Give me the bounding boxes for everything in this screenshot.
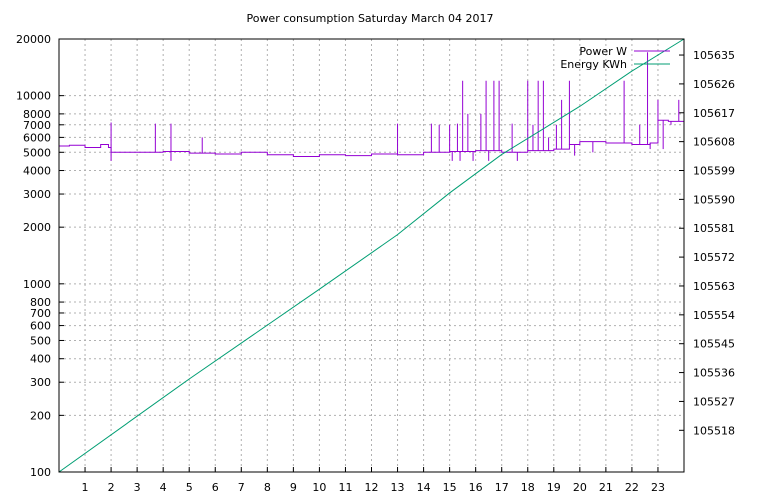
x-tick-label: 2 [108, 481, 115, 494]
x-axis-ticks: 1 2 3 4 5 6 7 8 9 10 11 12 13 14 15 16 17 18 19 20 21 22 23 [82, 467, 665, 494]
x-tick-label: 12 [365, 481, 379, 494]
x-tick-label: 5 [186, 481, 193, 494]
y2-tick-label: 105563 [693, 280, 735, 293]
grid-lines [59, 38, 684, 473]
legend: Power W Energy KWh [560, 45, 670, 71]
x-tick-label: 11 [338, 481, 352, 494]
y2-tick-label: 105635 [693, 49, 735, 62]
x-tick-label: 10 [312, 481, 326, 494]
y2-tick-label: 105545 [693, 338, 735, 351]
y-tick-label: 400 [30, 353, 51, 366]
y2-tick-label: 105536 [693, 367, 735, 380]
y-tick-label: 6000 [23, 131, 51, 144]
y-tick-label: 700 [30, 307, 51, 320]
legend-label-energy: Energy KWh [560, 58, 627, 71]
y-tick-label: 20000 [16, 33, 51, 46]
x-tick-label: 20 [573, 481, 587, 494]
y-tick-label: 500 [30, 334, 51, 347]
x-tick-label: 4 [160, 481, 167, 494]
y-tick-label: 100 [30, 466, 51, 479]
x-tick-label: 14 [417, 481, 431, 494]
plot-frame [58, 38, 685, 473]
x-tick-label: 23 [651, 481, 665, 494]
y2-tick-label: 105527 [693, 395, 735, 408]
y2-tick-label: 105599 [693, 165, 735, 178]
y2-tick-label: 105617 [693, 107, 735, 120]
y-tick-label: 4000 [23, 165, 51, 178]
y2-axis-ticks: 105518 105527 105536 105545 105554 105563 1055… [679, 49, 735, 437]
series-lines [58, 38, 685, 473]
y-tick-label: 600 [30, 320, 51, 333]
y2-tick-label: 105554 [693, 309, 735, 322]
x-tick-label: 18 [521, 481, 535, 494]
x-tick-label: 15 [443, 481, 457, 494]
x-tick-label: 16 [469, 481, 483, 494]
y-tick-label: 1000 [23, 278, 51, 291]
x-tick-label: 17 [495, 481, 509, 494]
x-tick-label: 22 [625, 481, 639, 494]
x-tick-label: 7 [238, 481, 245, 494]
y-tick-label: 200 [30, 409, 51, 422]
y-tick-label: 3000 [23, 188, 51, 201]
x-tick-label: 13 [391, 481, 405, 494]
y2-tick-label: 105518 [693, 424, 735, 437]
x-tick-label: 19 [547, 481, 561, 494]
x-tick-label: 21 [599, 481, 613, 494]
y2-tick-label: 105572 [693, 251, 735, 264]
y-tick-label: 300 [30, 376, 51, 389]
y-tick-label: 7000 [23, 119, 51, 132]
y-tick-label: 10000 [16, 90, 51, 103]
y-tick-label: 8000 [23, 108, 51, 121]
x-tick-label: 3 [134, 481, 141, 494]
x-tick-label: 1 [82, 481, 89, 494]
y2-tick-label: 105590 [693, 193, 735, 206]
y2-tick-label: 105581 [693, 222, 735, 235]
y-tick-label: 5000 [23, 146, 51, 159]
y2-tick-label: 105626 [693, 78, 735, 91]
x-tick-label: 9 [290, 481, 297, 494]
series-energy-line [58, 38, 685, 473]
y2-tick-label: 105608 [693, 136, 735, 149]
x-tick-label: 6 [212, 481, 219, 494]
x-tick-label: 8 [264, 481, 271, 494]
legend-label-power: Power W [579, 45, 627, 58]
chart-title: Power consumption Saturday March 04 2017 [246, 12, 493, 25]
y-tick-label: 2000 [23, 221, 51, 234]
y-tick-label: 800 [30, 296, 51, 309]
